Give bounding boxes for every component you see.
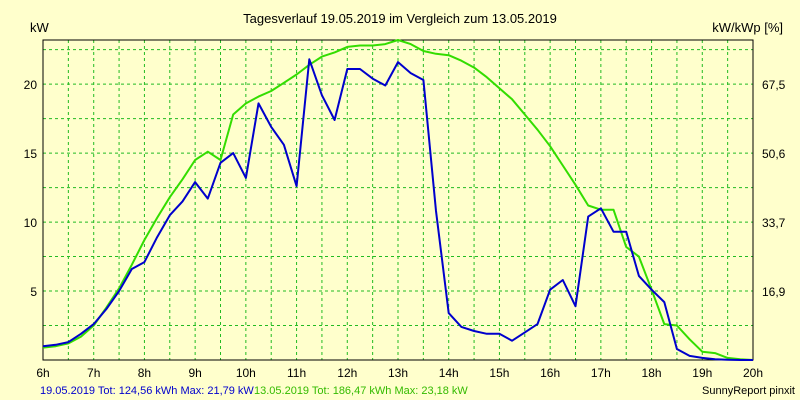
x-tick-label: 14h bbox=[439, 366, 459, 380]
series-line-13-05-2019 bbox=[42, 39, 754, 361]
y-axis-right-ticks: 16,9 33,7 50,6 67,5 bbox=[762, 78, 786, 299]
x-tick-label: 16h bbox=[540, 366, 560, 380]
x-tick-label: 6h bbox=[36, 366, 49, 380]
left-axis-unit: kW bbox=[30, 20, 50, 35]
x-tick-label: 10h bbox=[236, 366, 256, 380]
x-tick-label: 7h bbox=[87, 366, 100, 380]
x-tick-label: 17h bbox=[591, 366, 611, 380]
x-tick-label: 18h bbox=[642, 366, 662, 380]
x-tick-label: 11h bbox=[287, 366, 306, 380]
y-axis-left-ticks: 5 10 15 20 bbox=[24, 78, 38, 299]
y-tick-label-right: 16,9 bbox=[762, 285, 786, 299]
series-lines bbox=[42, 39, 754, 361]
grid-lines bbox=[43, 40, 753, 360]
series-line-19-05-2019 bbox=[42, 58, 753, 361]
y-tick-label-right: 33,7 bbox=[762, 216, 786, 230]
x-tick-label: 9h bbox=[188, 366, 201, 380]
y-tick-label-left: 15 bbox=[24, 147, 38, 161]
x-tick-label: 20h bbox=[743, 366, 763, 380]
y-tick-label-left: 20 bbox=[24, 78, 38, 92]
x-tick-label: 19h bbox=[692, 366, 712, 380]
x-axis-ticks: 6h 7h 8h 9h 10h 11h 12h 13h 14h 15h 16h 17h 18h 19h 20… bbox=[36, 366, 763, 380]
x-tick-label: 8h bbox=[138, 366, 151, 380]
chart-title: Tagesverlauf 19.05.2019 im Vergleich zum… bbox=[243, 11, 557, 26]
y-tick-label-left: 10 bbox=[24, 216, 38, 230]
footer-series2-summary: 13.05.2019 Tot: 186,47 kWh Max: 23,18 kW bbox=[254, 385, 468, 397]
x-tick-label: 15h bbox=[489, 366, 509, 380]
x-tick-label: 12h bbox=[337, 366, 357, 380]
y-tick-label-right: 67,5 bbox=[762, 78, 786, 92]
footer-credit: SunnyReport pinxit bbox=[702, 385, 795, 397]
right-axis-unit: kW/kWp [%] bbox=[712, 20, 783, 35]
y-tick-label-left: 5 bbox=[30, 285, 37, 299]
footer-series1-summary: 19.05.2019 Tot: 124,56 kWh Max: 21,79 kW bbox=[40, 385, 254, 397]
y-tick-label-right: 50,6 bbox=[762, 147, 786, 161]
x-tick-label: 13h bbox=[388, 366, 408, 380]
